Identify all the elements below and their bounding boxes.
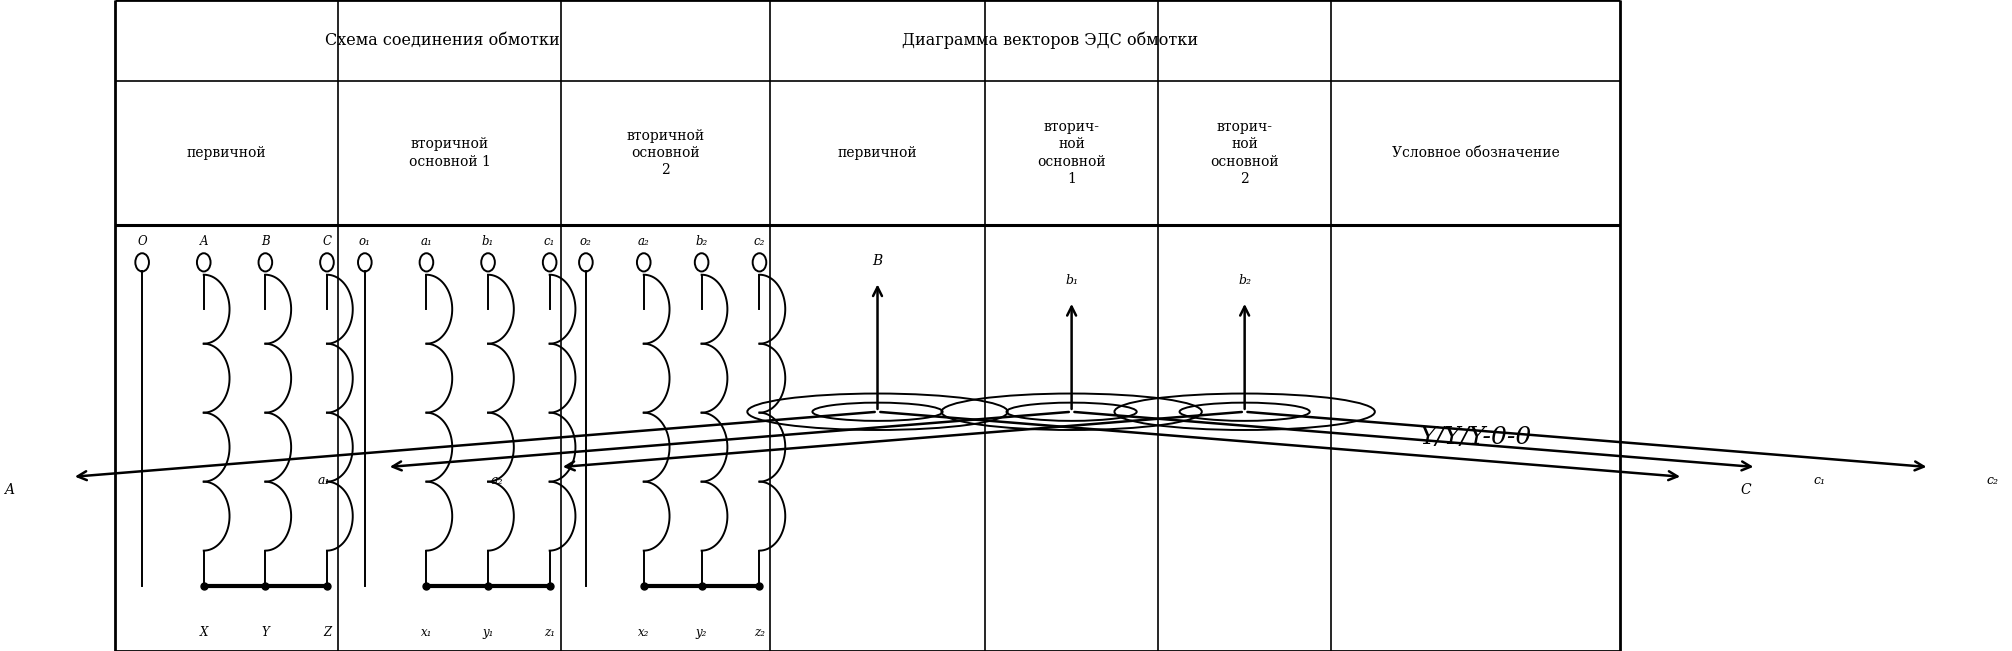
Text: y₁: y₁: [483, 626, 493, 639]
Text: B: B: [262, 235, 270, 248]
Text: C: C: [322, 235, 332, 248]
Text: A: A: [4, 483, 14, 497]
Text: a₁: a₁: [421, 235, 433, 248]
Text: A: A: [199, 235, 207, 248]
Text: x₂: x₂: [638, 626, 650, 639]
Text: вторичной
основной
2: вторичной основной 2: [626, 129, 704, 177]
Text: c₂: c₂: [1986, 474, 1998, 486]
Text: вторич-
ной
основной
1: вторич- ной основной 1: [1038, 120, 1107, 186]
Text: первичной: первичной: [187, 146, 266, 160]
Text: Y: Y: [262, 626, 270, 639]
Text: b₁: b₁: [1064, 274, 1078, 286]
Text: z₁: z₁: [543, 626, 555, 639]
Text: x₁: x₁: [421, 626, 433, 639]
Text: b₂: b₂: [696, 235, 708, 248]
Text: B: B: [873, 254, 883, 268]
Text: Диаграмма векторов ЭДС обмотки: Диаграмма векторов ЭДС обмотки: [903, 32, 1199, 49]
Text: Условное обозначение: Условное обозначение: [1392, 146, 1559, 160]
Text: o₂: o₂: [579, 235, 592, 248]
Text: z₂: z₂: [754, 626, 765, 639]
Text: первичной: первичной: [837, 146, 917, 160]
Text: Z: Z: [322, 626, 332, 639]
Text: b₁: b₁: [483, 235, 495, 248]
Text: c₂: c₂: [754, 235, 765, 248]
Text: C: C: [1740, 483, 1752, 497]
Text: c₁: c₁: [1813, 474, 1825, 486]
Text: b₂: b₂: [1237, 274, 1251, 286]
Text: c₁: c₁: [543, 235, 555, 248]
Text: X: X: [199, 626, 207, 639]
Text: a₁: a₁: [318, 474, 330, 486]
Text: a₂: a₂: [491, 474, 503, 486]
Text: o₁: o₁: [358, 235, 370, 248]
Text: O: O: [137, 235, 147, 248]
Text: a₂: a₂: [638, 235, 650, 248]
Text: y₂: y₂: [696, 626, 708, 639]
Text: Схема соединения обмотки: Схема соединения обмотки: [326, 32, 559, 49]
Text: вторич-
ной
основной
2: вторич- ной основной 2: [1211, 120, 1280, 186]
Text: Y/Y/Y-0-0: Y/Y/Y-0-0: [1420, 426, 1531, 449]
Text: вторичной
основной 1: вторичной основной 1: [408, 137, 491, 169]
